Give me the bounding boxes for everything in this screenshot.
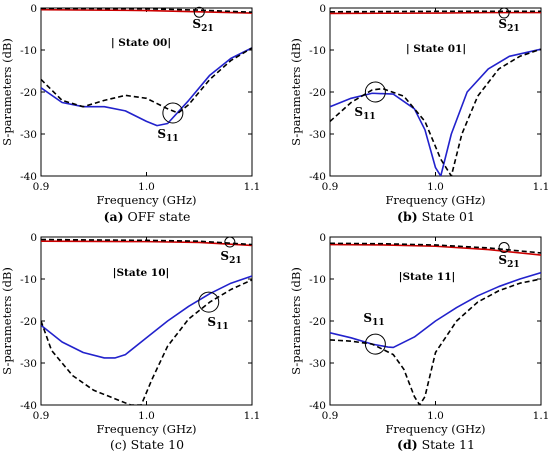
x-axis-label: Frequency (GHz) [385,193,485,207]
chart-panel-4: 0 -10 -20 -30 -400.9 1.0 1.1 Frequency (GHz) S-p… [289,232,549,452]
y-tick-label-20: -20 [309,87,326,99]
y-tick-label-30: -30 [309,129,326,141]
x-tick-label-0-9: 0.9 [33,181,50,193]
y-tick-label-10: -10 [20,274,37,286]
panel-caption: (d) State 11 [397,437,475,452]
y-tick-label-10: -10 [309,274,326,286]
x-tick-label-1-0: 1.0 [427,410,444,422]
x-tick-label-1-0: 1.0 [138,410,155,422]
y-axis-label: S-parameters (dB) [289,267,303,375]
series-line-3 [330,271,541,349]
panel-caption: (a) OFF state [104,209,191,224]
x-tick-label-0-9: 0.9 [322,181,339,193]
s11-label: S11 [354,105,375,122]
y-tick-label-10: -10 [309,45,326,57]
y-tick-label-20: -20 [309,316,326,328]
s11-label: S11 [157,127,178,144]
y-tick-label-0: 0 [319,3,326,15]
series-line-3 [41,47,252,127]
x-tick-label-1-0: 1.0 [138,181,155,193]
s11-marker-circle [162,102,184,124]
series-line-1 [330,243,541,256]
y-tick-label-0: 0 [30,3,37,15]
series-line-4 [41,279,252,405]
plot-frame [40,7,253,177]
y-tick-label-0: 0 [319,232,326,244]
x-axis-label: Frequency (GHz) [96,422,196,436]
y-tick-label-10: -10 [20,45,37,57]
y-axis-label: S-parameters (dB) [0,38,14,146]
state-label: | State 01| [406,43,466,55]
state-label: |State 11| [399,271,456,283]
x-tick-label-0-9: 0.9 [33,410,50,422]
s11-marker-circle [198,291,220,313]
series-line-4 [330,278,541,405]
state-label: | State 00| [111,37,171,49]
y-tick-label-40: -40 [309,171,326,183]
series-line-3 [41,275,252,359]
y-tick-label-40: -40 [20,171,37,183]
series-line-1 [330,11,541,15]
s11-label: S11 [207,315,228,332]
series-line-4 [330,48,541,176]
y-tick-label-20: -20 [20,87,37,99]
chart-panel-3: 0 -10 -20 -30 -400.9 1.0 1.1 Frequency (GHz) S-p… [0,232,260,452]
x-tick-label-1-1: 1.1 [533,181,550,193]
panel-caption: (b) State 01 [397,209,475,224]
series-line-3 [330,48,541,176]
y-tick-label-0: 0 [30,232,37,244]
x-tick-label-0-9: 0.9 [322,410,339,422]
panel-caption: (c) State 10 [110,437,184,452]
y-tick-label-30: -30 [20,358,37,370]
series-line-2 [41,8,252,13]
x-tick-label-1-0: 1.0 [427,181,444,193]
chart-panel-1: 0 -10 -20 -30 -400.9 1.0 1.1 Frequency (GHz) S-p… [0,3,260,224]
chart-panel-2: 0 -10 -20 -30 -400.9 1.0 1.1 Frequency (GHz) S-p… [289,3,549,224]
x-axis-label: Frequency (GHz) [96,193,196,207]
x-tick-label-1-1: 1.1 [244,410,261,422]
s21-marker-circle [498,242,510,253]
s21-label: S21 [498,17,519,34]
y-axis-label: S-parameters (dB) [289,38,303,146]
y-tick-label-30: -30 [309,358,326,370]
series-line-1 [41,8,252,14]
s21-label: S21 [498,253,519,270]
x-tick-label-1-1: 1.1 [533,410,550,422]
s11-marker-circle [364,81,386,103]
y-tick-label-20: -20 [20,316,37,328]
s21-marker-circle [224,236,236,248]
series-line-4 [41,47,252,114]
y-tick-label-40: -40 [309,400,326,412]
y-tick-label-30: -30 [20,129,37,141]
s11-label: S11 [363,311,384,328]
y-tick-label-40: -40 [20,400,37,412]
x-axis-label: Frequency (GHz) [385,422,485,436]
series-line-2 [330,242,541,254]
state-label: |State 10| [113,267,170,279]
s21-marker-circle [498,7,510,19]
x-tick-label-1-1: 1.1 [244,181,261,193]
y-axis-label: S-parameters (dB) [0,267,14,375]
s21-label: S21 [192,17,213,34]
s21-marker-circle [193,6,205,18]
s21-label: S21 [220,249,241,266]
s11-marker-circle [364,333,386,355]
series-line-2 [41,238,252,246]
